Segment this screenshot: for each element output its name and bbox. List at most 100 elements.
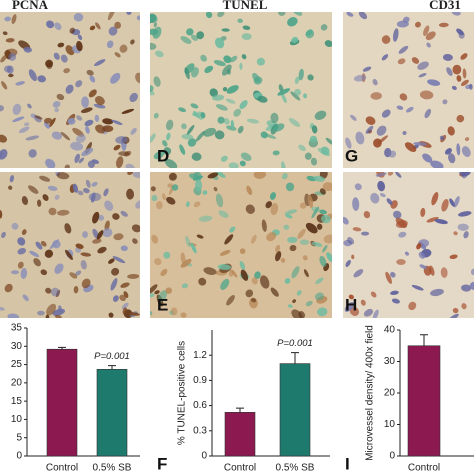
- cell: [213, 60, 226, 67]
- cell: [310, 157, 318, 166]
- cell: [81, 278, 91, 289]
- cell: [6, 65, 14, 74]
- cell: [304, 152, 312, 160]
- cell: [184, 67, 190, 80]
- cell: [103, 188, 109, 197]
- cell: [429, 265, 435, 276]
- cell: [154, 290, 160, 295]
- cell: [12, 103, 22, 115]
- cell: [260, 131, 268, 139]
- cell: [319, 188, 326, 195]
- cell: [456, 143, 461, 156]
- cell: [128, 312, 140, 316]
- cell: [402, 130, 407, 136]
- cell: [461, 284, 472, 292]
- cell: [108, 26, 118, 36]
- cell: [393, 210, 402, 219]
- column-header: CD31: [429, 0, 461, 12]
- cell: [121, 108, 135, 114]
- cell: [40, 269, 48, 276]
- cell: [398, 45, 409, 54]
- cell: [2, 31, 8, 36]
- cell: [165, 287, 173, 294]
- cell: [157, 290, 168, 303]
- cell: [240, 152, 252, 162]
- cell: [1, 231, 6, 239]
- cell: [179, 144, 186, 155]
- cell: [122, 307, 128, 315]
- cell: [283, 224, 290, 230]
- cell: [108, 258, 115, 264]
- cell: [40, 240, 47, 247]
- cell: [449, 198, 455, 207]
- y-tick-label: 0: [389, 451, 395, 462]
- cell: [123, 291, 129, 299]
- column-header: TUNEL: [223, 0, 268, 12]
- cell: [203, 127, 217, 137]
- cell: [0, 105, 4, 112]
- cell: [376, 125, 387, 136]
- cell: [256, 57, 266, 66]
- cell: [253, 76, 263, 85]
- cell: [457, 223, 469, 231]
- cell: [239, 248, 246, 255]
- cell: [414, 21, 421, 28]
- cell: [162, 193, 166, 201]
- cell: [69, 27, 75, 34]
- micrograph-background: [343, 172, 474, 318]
- cell: [135, 72, 140, 84]
- cell: [45, 287, 52, 294]
- cell: [385, 271, 392, 284]
- cell: [348, 294, 354, 300]
- cell: [39, 175, 51, 182]
- cell: [120, 210, 128, 217]
- cell: [217, 264, 232, 270]
- cell: [52, 101, 61, 108]
- micrograph-background: [343, 12, 474, 168]
- cell: [446, 67, 453, 76]
- x-tick-label: Control: [224, 463, 256, 474]
- y-tick-label: 0: [201, 451, 207, 462]
- cell: [453, 231, 458, 236]
- cell: [119, 44, 128, 53]
- cell: [288, 118, 301, 127]
- cell: [447, 126, 455, 136]
- cell: [186, 201, 190, 208]
- cell: [390, 290, 399, 296]
- cell: [297, 228, 306, 239]
- cell: [87, 160, 95, 168]
- cell: [246, 118, 260, 124]
- panel-label: D: [157, 146, 169, 165]
- cell: [73, 285, 79, 294]
- cell: [76, 115, 83, 121]
- cell: [240, 269, 249, 281]
- cell: [25, 135, 39, 141]
- cell: [462, 68, 467, 79]
- cell: [215, 172, 226, 178]
- cell: [75, 134, 86, 143]
- cell: [215, 104, 228, 111]
- cell: [411, 284, 424, 291]
- cell: [29, 250, 40, 258]
- cell: [289, 244, 297, 252]
- cell: [28, 185, 39, 194]
- cell: [65, 45, 75, 56]
- cell: [241, 33, 252, 40]
- cell: [251, 277, 258, 285]
- cell: [150, 311, 153, 316]
- cell: [102, 228, 113, 238]
- cell: [56, 172, 70, 180]
- cell: [292, 12, 303, 16]
- cell: [45, 314, 50, 318]
- cell: [361, 231, 370, 236]
- cell: [426, 216, 439, 223]
- cell: [170, 307, 178, 316]
- cell: [309, 135, 318, 143]
- cell: [198, 277, 207, 286]
- cell: [372, 309, 379, 318]
- cell: [27, 103, 32, 109]
- y-axis-label: % TUNEL-positive cells: [177, 341, 188, 445]
- cell: [319, 255, 327, 267]
- cell: [37, 199, 42, 207]
- micrograph: [0, 12, 140, 168]
